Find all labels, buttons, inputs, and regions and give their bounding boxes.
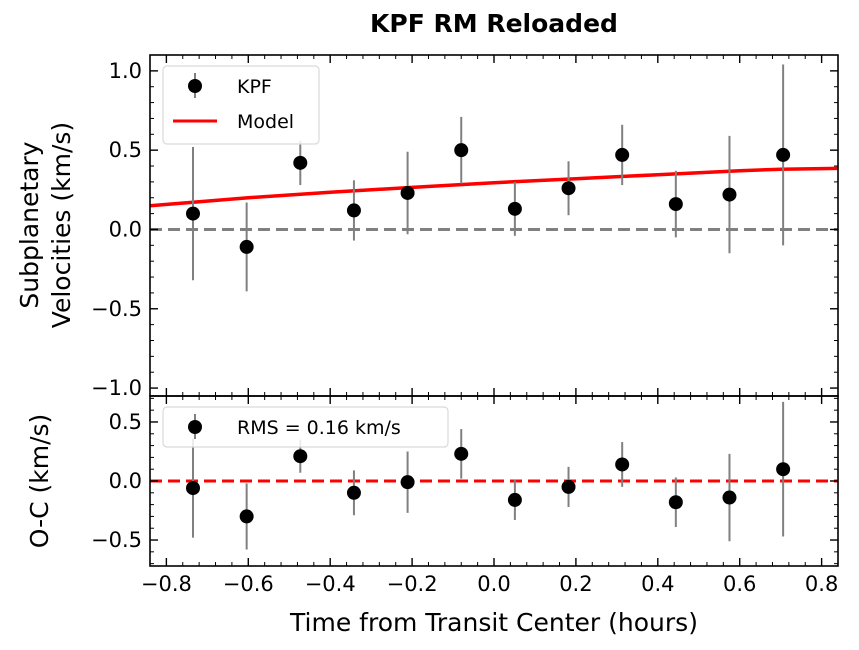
kpf-data-point (186, 206, 200, 221)
kpf-data-point (454, 143, 469, 158)
residual-data-point (346, 485, 361, 500)
residual-data-point (400, 475, 415, 490)
x-tick-label: −0.4 (305, 572, 356, 596)
x-tick-label: −0.6 (223, 572, 274, 596)
kpf-data-point (346, 203, 361, 218)
top-y-tick-label: 0.0 (109, 217, 142, 241)
bottom-panel-content (150, 401, 838, 550)
top-ylabel-line1: Subplanetary (15, 141, 44, 308)
residual-data-point (186, 481, 200, 496)
residual-data-point (615, 457, 630, 472)
bottom-legend-box (162, 406, 449, 448)
kpf-data-point (722, 187, 737, 202)
top-panel-content (149, 64, 839, 292)
x-axis-label: Time from Transit Center (hours) (289, 608, 698, 637)
kpf-data-point (507, 201, 522, 216)
top-y-tick-label: 0.5 (109, 138, 142, 162)
top-ylabel-line2: Velocities (km/s) (47, 122, 76, 328)
residual-data-point (293, 449, 308, 464)
bottom-y-tick-label: −0.5 (91, 528, 142, 552)
kpf-data-point (615, 147, 630, 162)
x-tick-label: 0.6 (723, 572, 756, 596)
kpf-data-point (776, 147, 791, 162)
x-tick-label: −0.8 (141, 572, 192, 596)
bottom-y-tick-label: 0.0 (109, 469, 142, 493)
residual-data-point (722, 490, 737, 505)
kpf-data-point (400, 185, 415, 200)
kpf-data-point (239, 239, 254, 254)
legend-kpf-marker (188, 79, 202, 93)
legend-kpf-label: KPF (237, 76, 272, 98)
top-legend: KPF Model (162, 65, 320, 145)
x-tick-label: 0.4 (641, 572, 674, 596)
legend-rms-marker (188, 420, 202, 434)
bottom-y-tick-label: 0.5 (109, 410, 142, 434)
residual-data-point (668, 495, 683, 510)
top-y-tick-label: 1.0 (109, 59, 142, 83)
top-panel: −1.0 −0.5 0.0 0.5 1.0 KPF Model Subplanetary… (15, 54, 839, 400)
top-y-tick-label: −0.5 (91, 297, 142, 321)
bottom-ylabel: O-C (km/s) (25, 414, 54, 549)
x-tick-label: 0.0 (477, 572, 510, 596)
residual-data-point (454, 446, 469, 461)
residual-data-point (507, 492, 522, 507)
residual-data-point (776, 462, 791, 477)
kpf-data-point (293, 155, 308, 170)
kpf-data-point (668, 197, 683, 212)
residual-data-point (239, 509, 254, 524)
top-legend-box (162, 65, 320, 145)
kpf-data-point (561, 181, 576, 196)
legend-model-label: Model (237, 111, 294, 133)
chart-title: KPF RM Reloaded (370, 9, 618, 38)
bottom-panel: −0.5 0.0 0.5 RMS = 0.16 km/s O-C (km/s) (25, 395, 839, 567)
x-tick-label: 0.2 (559, 572, 592, 596)
top-y-tick-label: −1.0 (91, 376, 142, 400)
model-curve (149, 166, 839, 208)
bottom-legend: RMS = 0.16 km/s (162, 406, 449, 448)
residual-data-point (561, 479, 576, 494)
x-tick-labels: −0.8 −0.6 −0.4 −0.2 0.0 0.2 0.4 0.6 0.8 (141, 572, 838, 596)
x-tick-label: −0.2 (387, 572, 438, 596)
legend-rms-label: RMS = 0.16 km/s (237, 417, 401, 439)
bottom-panel-frame (149, 395, 839, 567)
x-tick-label: 0.8 (805, 572, 838, 596)
